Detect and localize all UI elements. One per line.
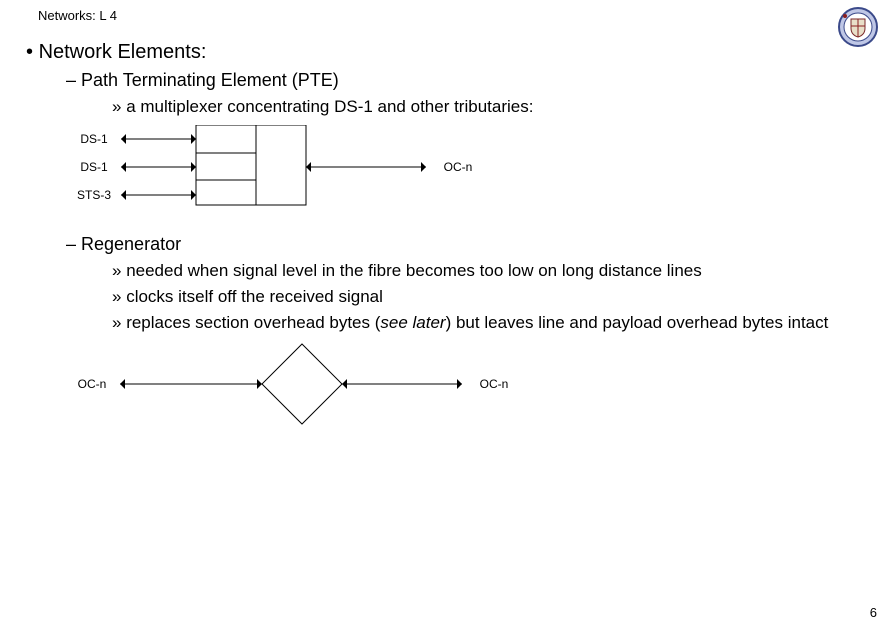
bullet-regen-sub-0: needed when signal level in the fibre be… bbox=[112, 261, 871, 281]
bullet-top-label: Network Elements: bbox=[39, 41, 207, 63]
crest-icon bbox=[837, 6, 879, 48]
bullet-pte-label: Path Terminating Element (PTE) bbox=[81, 70, 339, 90]
bullet-lvl2-list: Path Terminating Element (PTE) a multipl… bbox=[66, 70, 871, 432]
svg-text:DS-1: DS-1 bbox=[80, 160, 108, 174]
diagram-multiplexer: DS-1 DS-1 STS-3 OC-n bbox=[80, 125, 871, 220]
bullet-pte: Path Terminating Element (PTE) a multipl… bbox=[66, 70, 871, 220]
svg-text:DS-1: DS-1 bbox=[80, 132, 108, 146]
svg-text:OC-n: OC-n bbox=[444, 160, 473, 174]
slide-header: Networks: L 4 bbox=[38, 8, 871, 23]
regenerator-svg: OC-n OC-n bbox=[66, 341, 546, 427]
page-number: 6 bbox=[870, 605, 877, 620]
svg-text:STS-3: STS-3 bbox=[77, 188, 111, 202]
bullet-regen: Regenerator needed when signal level in … bbox=[66, 234, 871, 432]
svg-text:OC-n: OC-n bbox=[78, 377, 107, 391]
slide: Networks: L 4 Network Elements: Path Ter… bbox=[0, 0, 891, 630]
bullet-list: Network Elements: Path Terminating Eleme… bbox=[26, 41, 871, 432]
bullet-top: Network Elements: Path Terminating Eleme… bbox=[26, 41, 871, 432]
multiplexer-svg: DS-1 DS-1 STS-3 OC-n bbox=[66, 125, 506, 215]
bullet-lvl3-list: a multiplexer concentrating DS-1 and oth… bbox=[112, 97, 871, 117]
bullet-regen-sub-1: clocks itself off the received signal bbox=[112, 287, 871, 307]
bullet-lvl3-list-regen: needed when signal level in the fibre be… bbox=[112, 261, 871, 333]
svg-text:OC-n: OC-n bbox=[480, 377, 509, 391]
diagram-regenerator: OC-n OC-n bbox=[80, 341, 871, 432]
bullet-regen-sub-2: replaces section overhead bytes (see lat… bbox=[112, 313, 871, 333]
bullet-pte-sub-0: a multiplexer concentrating DS-1 and oth… bbox=[112, 97, 871, 117]
crest-logo bbox=[837, 6, 879, 48]
bullet-regen-label: Regenerator bbox=[81, 234, 181, 254]
